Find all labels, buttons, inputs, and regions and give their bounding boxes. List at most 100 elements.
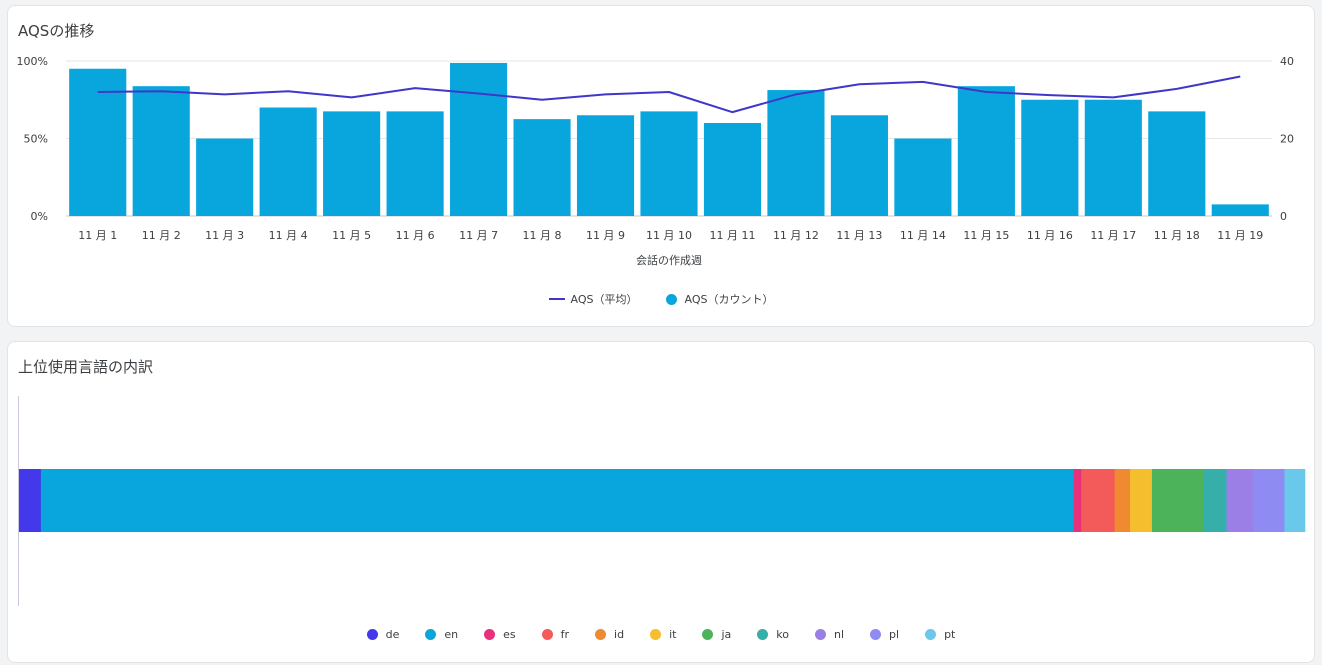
language-breakdown-legend: de en es fr id it ja ko nl pl pt	[8, 628, 1314, 641]
legend-label: AQS（平均）	[570, 293, 638, 306]
legend-label: ko	[776, 628, 789, 641]
x-tick-label: 11 月 15	[963, 229, 1009, 242]
bar	[1021, 99, 1079, 216]
bar	[1084, 99, 1142, 216]
bar	[196, 138, 254, 216]
bar	[259, 107, 317, 216]
legend-label: AQS（カウント）	[684, 293, 774, 306]
bar	[386, 111, 444, 216]
x-tick-label: 11 月 13	[836, 229, 882, 242]
bar	[894, 138, 952, 216]
legend-dot-swatch	[814, 629, 826, 640]
legend-item[interactable]: id	[595, 628, 624, 641]
legend-item[interactable]: ko	[757, 628, 789, 641]
x-tick-label: 11 月 17	[1090, 229, 1136, 242]
legend-item[interactable]: ja	[702, 628, 731, 641]
bar	[703, 123, 762, 216]
x-tick-label: 11 月 3	[205, 229, 244, 242]
bar	[576, 115, 635, 216]
aqs-trend-card: AQSの推移 0% 50% 100% 0 20 40 11 月 1 11 月 2 11 月 3 1…	[7, 5, 1315, 327]
x-tick-label: 11 月 14	[900, 229, 946, 242]
legend-line-swatch	[548, 298, 565, 300]
language-breakdown-title: 上位使用言語の内訳	[18, 358, 154, 376]
x-tick-label: 11 月 8	[523, 229, 562, 242]
x-tick-label: 11 月 9	[586, 229, 625, 242]
bar	[323, 111, 381, 216]
legend-dot-swatch	[541, 629, 553, 640]
legend-label: pt	[944, 628, 956, 641]
stack-segment	[19, 469, 42, 532]
bar	[1211, 204, 1269, 216]
legend-dot-swatch	[366, 629, 378, 640]
x-tick-label: 11 月 19	[1217, 229, 1263, 242]
y-left-tick-label: 0%	[31, 210, 48, 223]
bar	[1148, 111, 1206, 216]
legend-dot-swatch	[595, 629, 607, 640]
stack-segment	[1130, 469, 1153, 532]
legend-label: pl	[889, 628, 900, 641]
y-right-tick-label: 20	[1280, 133, 1294, 146]
legend-label: ja	[721, 628, 732, 641]
legend-label: id	[614, 628, 625, 641]
bar	[830, 115, 888, 216]
legend-dot-swatch	[702, 629, 714, 640]
stack-segment	[1253, 469, 1285, 532]
legend-dot-swatch	[757, 629, 769, 640]
legend-item[interactable]: pl	[870, 628, 899, 641]
stack-segment	[1081, 469, 1115, 532]
y-right-tick-label: 40	[1280, 55, 1294, 68]
language-breakdown-card: 上位使用言語の内訳 de en es fr id it ja ko nl pl pt	[7, 341, 1315, 663]
legend-item[interactable]: AQS（平均）	[548, 291, 638, 307]
legend-dot-swatch	[484, 629, 496, 640]
x-tick-label: 11 月 18	[1154, 229, 1200, 242]
y-left-tick-label: 50%	[24, 133, 48, 146]
x-tick-label: 11 月 2	[142, 229, 181, 242]
y-right-tick-label: 0	[1280, 210, 1287, 223]
x-axis-title: 会話の作成週	[636, 253, 702, 267]
stack-segment	[1284, 469, 1306, 532]
legend-label: en	[444, 628, 459, 641]
legend-label: nl	[833, 628, 845, 641]
x-tick-label: 11 月 16	[1027, 229, 1073, 242]
legend-label: de	[385, 628, 400, 641]
aqs-trend-legend: AQS（平均） AQS（カウント）	[8, 291, 1314, 307]
stack-segment	[1226, 469, 1254, 532]
legend-dot-swatch	[650, 629, 662, 640]
stack-segment	[1151, 469, 1204, 532]
stack-segment	[1114, 469, 1131, 532]
x-tick-label: 11 月 4	[269, 229, 308, 242]
legend-item[interactable]: fr	[541, 628, 570, 641]
legend-dot-swatch	[925, 629, 937, 640]
x-tick-label: 11 月 5	[332, 229, 371, 242]
legend-item[interactable]: it	[650, 628, 676, 641]
legend-item[interactable]: nl	[814, 628, 845, 641]
legend-item[interactable]: de	[366, 628, 400, 641]
x-tick-label: 11 月 1	[78, 229, 117, 242]
legend-label: it	[669, 628, 677, 641]
legend-item[interactable]: AQS（カウント）	[665, 291, 774, 307]
bar	[69, 68, 127, 216]
bar	[640, 111, 698, 216]
legend-dot-swatch	[425, 629, 437, 640]
bar	[957, 86, 1015, 216]
stack-segment	[1073, 469, 1082, 532]
x-tick-label: 11 月 7	[459, 229, 498, 242]
legend-label: fr	[560, 628, 570, 641]
bar	[132, 86, 190, 216]
x-tick-label: 11 月 11	[709, 229, 755, 242]
legend-item[interactable]: en	[425, 628, 458, 641]
stack-segment	[40, 469, 1074, 532]
legend-label: es	[503, 628, 516, 641]
series-line	[97, 75, 1241, 114]
legend-item[interactable]: pt	[925, 628, 955, 641]
x-tick-label: 11 月 10	[646, 229, 692, 242]
legend-dot-swatch	[870, 629, 882, 640]
legend-item[interactable]: es	[484, 628, 516, 641]
aqs-trend-title: AQSの推移	[18, 22, 95, 40]
legend-dot-swatch	[665, 293, 677, 305]
bar	[513, 119, 571, 216]
x-tick-label: 11 月 6	[396, 229, 435, 242]
x-tick-label: 11 月 12	[773, 229, 819, 242]
y-left-tick-label: 100%	[17, 55, 48, 68]
bar	[450, 62, 508, 216]
